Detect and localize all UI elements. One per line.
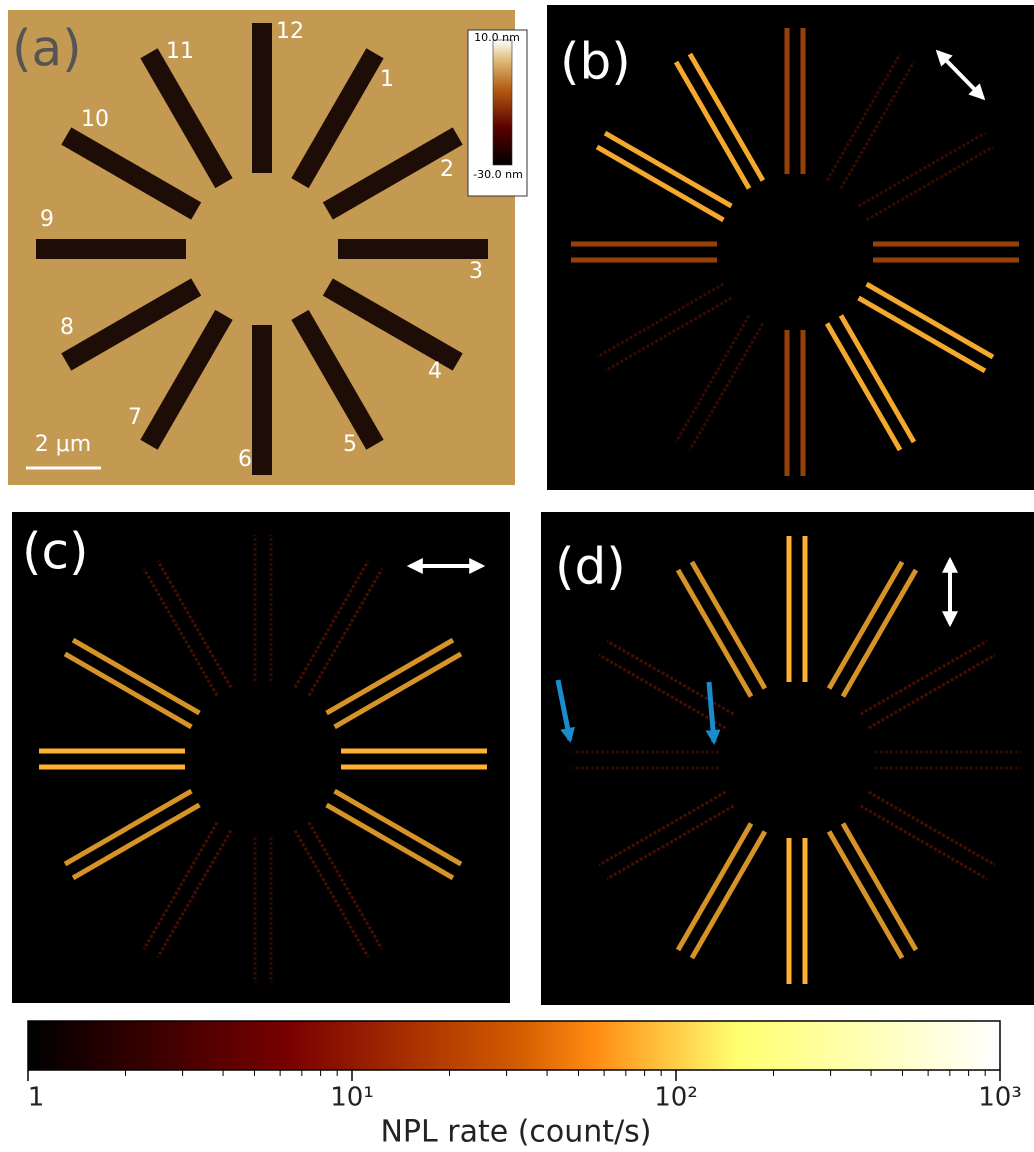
edge-emission <box>840 822 919 952</box>
edge-emission <box>63 651 193 730</box>
edge-emission <box>838 314 917 444</box>
slot <box>140 48 233 189</box>
edge-emission <box>826 560 905 690</box>
edge-emission <box>603 130 733 209</box>
slot <box>140 309 233 450</box>
edge-emission <box>333 788 463 867</box>
slot-label: 2 <box>440 157 454 182</box>
pointer-arrow <box>705 681 721 745</box>
pointer-arrow <box>555 679 576 743</box>
edge-emission <box>675 568 754 698</box>
slot-label: 5 <box>343 432 357 457</box>
edge-emission <box>156 829 233 958</box>
slot-label: 8 <box>60 315 74 340</box>
edge-emission <box>71 802 201 881</box>
edge-emission <box>293 560 370 689</box>
edge-emission <box>865 145 994 222</box>
edge-emission <box>824 322 903 452</box>
slot-label: 1 <box>380 67 394 92</box>
slot-label: 10 <box>81 107 109 132</box>
edge-emission <box>674 314 751 443</box>
edge-emission <box>687 52 766 182</box>
edge-emission <box>595 144 725 223</box>
edge-emission <box>673 60 752 190</box>
edge-emission <box>333 651 463 730</box>
edge-emission <box>839 61 916 190</box>
edge-emission <box>325 802 455 881</box>
edge-emission <box>825 53 902 182</box>
edge-emission <box>826 830 905 960</box>
edge-emission <box>598 790 727 867</box>
edge-emission <box>865 281 995 360</box>
edge-emission <box>867 790 996 867</box>
slot <box>291 48 384 189</box>
edge-emission <box>293 829 370 958</box>
colorbar-tick-label: 10³ <box>978 1083 1022 1113</box>
edge-emission <box>325 637 455 716</box>
edge-emission <box>675 822 754 952</box>
slot <box>291 309 384 450</box>
panel-label: (c) <box>22 523 89 581</box>
slot-label: 6 <box>238 447 252 472</box>
slot <box>322 278 463 371</box>
colorbar-tick-label: 1 <box>28 1083 45 1113</box>
edge-emission <box>604 296 733 373</box>
slot <box>61 278 202 371</box>
edge-emission <box>142 821 219 950</box>
colorbar-label: NPL rate (count/s) <box>380 1115 651 1150</box>
colorbar <box>27 1020 1001 1071</box>
edge-emission <box>307 568 384 697</box>
edge-emission <box>688 322 765 451</box>
colorbar-tick-label: 10² <box>654 1083 698 1113</box>
scale-bar-label: 2 μm <box>35 432 91 457</box>
panel-label: (d) <box>555 538 626 596</box>
edge-emission <box>859 804 988 881</box>
edge-emission <box>857 131 986 208</box>
edge-emission <box>307 821 384 950</box>
edge-emission <box>598 653 727 730</box>
edge-emission <box>857 295 987 374</box>
slot <box>322 127 463 220</box>
polarization-arrow <box>935 49 986 101</box>
edge-emission <box>71 637 201 716</box>
edge-emission <box>859 639 988 716</box>
slot-label: 9 <box>40 207 54 232</box>
colorbar-tick-label: 10¹ <box>330 1083 374 1113</box>
height-min: -30.0 nm <box>473 168 523 181</box>
edge-emission <box>867 653 996 730</box>
slot-label: 3 <box>469 259 483 284</box>
slot <box>61 127 202 220</box>
height-scale-bar <box>492 39 513 166</box>
edge-emission <box>63 788 193 867</box>
slot-label: 12 <box>276 19 304 44</box>
edge-emission <box>596 282 725 359</box>
panel-label: (b) <box>560 33 631 91</box>
edge-emission <box>606 804 735 881</box>
height-max: 10.0 nm <box>474 31 520 44</box>
slot-label: 4 <box>428 359 442 384</box>
slot-label: 11 <box>166 39 194 64</box>
edge-emission <box>156 560 233 689</box>
edge-emission <box>689 560 768 690</box>
edge-emission <box>840 568 919 698</box>
slot-label: 7 <box>128 405 142 430</box>
panel-label: (a) <box>12 20 82 78</box>
edge-emission <box>689 830 768 960</box>
edge-emission <box>142 568 219 697</box>
edge-emission <box>606 639 735 716</box>
image-c <box>12 512 510 1003</box>
